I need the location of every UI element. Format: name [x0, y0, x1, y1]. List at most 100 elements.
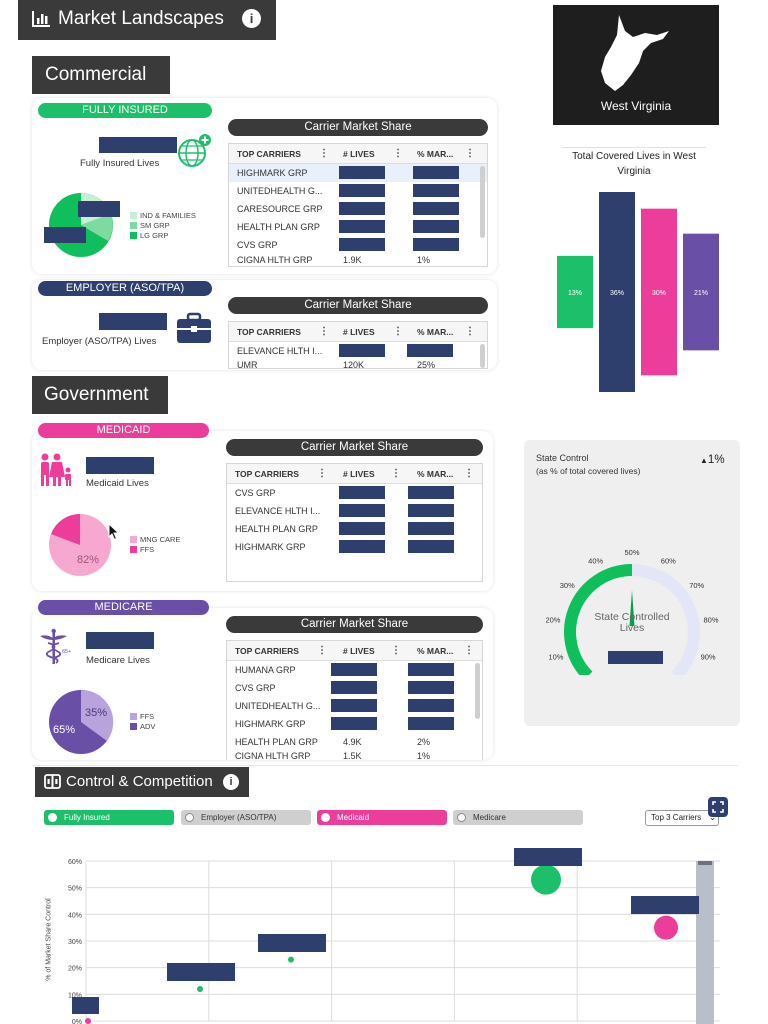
gauge-tick-label: 60%: [661, 557, 676, 566]
medicare-pie-label: 65%: [53, 724, 76, 736]
column-menu-icon[interactable]: ⋮: [317, 468, 327, 479]
tab-medicare[interactable]: Medicare: [453, 810, 583, 825]
column-menu-icon[interactable]: ⋮: [319, 148, 329, 159]
commercial-heading: Commercial: [32, 56, 170, 94]
table-row[interactable]: ELEVANCE HLTH I...: [227, 502, 482, 520]
lives-bar[interactable]: [557, 255, 593, 329]
column-menu-icon[interactable]: ⋮: [465, 326, 475, 337]
table-row[interactable]: ELEVANCE HLTH I...: [229, 342, 487, 360]
table-scrollbar[interactable]: [480, 344, 485, 368]
briefcase-icon: [177, 312, 211, 343]
table-row[interactable]: UNITEDHEALTH G...: [227, 697, 482, 715]
scatter-point[interactable]: [85, 1018, 91, 1024]
range-slider[interactable]: [696, 861, 714, 1024]
y-tick-label: 60%: [68, 859, 82, 866]
column-menu-icon[interactable]: ⋮: [465, 148, 475, 159]
expand-button[interactable]: [708, 797, 728, 817]
point-label-redacted: [72, 997, 99, 1014]
table-scrollbar[interactable]: [475, 663, 480, 719]
column-menu-icon[interactable]: ⋮: [464, 645, 474, 656]
column-header[interactable]: # LIVES: [343, 646, 375, 656]
chevron-down-icon: ⌄: [709, 813, 716, 822]
state-control-card: [524, 440, 740, 726]
y-tick-label: 20%: [68, 966, 82, 973]
column-menu-icon[interactable]: ⋮: [391, 645, 401, 656]
column-menu-icon[interactable]: ⋮: [391, 468, 401, 479]
table-row[interactable]: UNITEDHEALTH G...: [229, 182, 487, 200]
control-heading: Control & Competition i: [35, 767, 249, 797]
medicare-legend: FFS ADV: [130, 712, 155, 732]
table-row[interactable]: HIGHMARK GRP: [227, 715, 482, 733]
table-row[interactable]: CIGNA HLTH GRP 1.9K 1%: [237, 255, 431, 265]
medicaid-pie-label: 82%: [77, 554, 100, 566]
column-header[interactable]: TOP CARRIERS: [235, 646, 299, 656]
column-menu-icon[interactable]: ⋮: [317, 645, 327, 656]
medicare-pie-label: 35%: [85, 707, 108, 719]
info-icon[interactable]: i: [242, 9, 261, 28]
legend-item: LG GRP: [130, 231, 196, 241]
table-row[interactable]: HEALTH PLAN GRP: [227, 520, 482, 538]
column-header[interactable]: % MAR...: [417, 149, 454, 159]
control-title: Control & Competition: [66, 773, 213, 790]
table-row[interactable]: HUMANA GRP: [227, 661, 482, 679]
column-header[interactable]: # LIVES: [343, 149, 375, 159]
column-header[interactable]: % MAR...: [417, 469, 454, 479]
gauge-tick-label: 40%: [588, 557, 603, 566]
toggle-dot-icon: [48, 813, 57, 822]
column-menu-icon[interactable]: ⋮: [464, 468, 474, 479]
info-icon[interactable]: i: [223, 774, 239, 790]
gauge-tick-label: 90%: [701, 653, 716, 662]
section-divider: [32, 765, 738, 766]
fully-insured-lives-label: Fully Insured Lives: [80, 158, 160, 169]
column-header[interactable]: TOP CARRIERS: [237, 327, 301, 337]
state-map-shape: [601, 15, 669, 91]
table-row[interactable]: CARESOURCE GRP: [229, 200, 487, 218]
up-arrow-icon: ▲: [700, 456, 708, 465]
table-row[interactable]: CVS GRP: [227, 679, 482, 697]
legend-item: IND & FAMILIES: [130, 211, 196, 221]
column-header[interactable]: TOP CARRIERS: [235, 469, 299, 479]
family-icon: [41, 453, 71, 486]
point-label-redacted: [631, 896, 699, 914]
lives-bar[interactable]: [599, 192, 635, 392]
pie-redacted-label: [44, 227, 86, 243]
scatter-point[interactable]: [654, 915, 678, 940]
carriers-dropdown[interactable]: Top 3 Carriers ⌄: [645, 810, 719, 826]
table-row[interactable]: CVS GRP: [229, 236, 487, 254]
table-row[interactable]: CVS GRP: [227, 484, 482, 502]
table-row[interactable]: HEALTH PLAN GRP: [229, 218, 487, 236]
column-header[interactable]: # LIVES: [343, 469, 375, 479]
scatter-point[interactable]: [531, 864, 561, 895]
table-row[interactable]: CIGNA HLTH GRP 1.5K 1%: [235, 751, 431, 760]
column-header[interactable]: % MAR...: [417, 327, 454, 337]
state-control-gauge: 0%10%20%30%40%50%60%70%80%90%100%: [545, 548, 719, 675]
table-row[interactable]: HIGHMARK GRP: [229, 164, 487, 182]
tab-employer[interactable]: Employer (ASO/TPA): [181, 810, 311, 825]
lives-bar[interactable]: [683, 233, 719, 351]
carrier-table: TOP CARRIERS ⋮ # LIVES ⋮ % MAR... ⋮ ELEVANC…: [228, 321, 488, 369]
gauge-tick-label: 20%: [545, 615, 560, 624]
column-menu-icon[interactable]: ⋮: [393, 148, 403, 159]
column-menu-icon[interactable]: ⋮: [319, 326, 329, 337]
y-axis-label: % of Market Share Control: [45, 898, 53, 981]
table-row[interactable]: HEALTH PLAN GRP 4.9K 2%: [235, 737, 431, 747]
y-tick-label: 30%: [68, 939, 82, 946]
caduceus-icon: 65+: [40, 628, 71, 664]
column-header[interactable]: # LIVES: [343, 327, 375, 337]
employer-lives-label: Employer (ASO/TPA) Lives: [42, 336, 157, 347]
medicaid-lives-value: [86, 457, 154, 474]
scatter-point[interactable]: [197, 986, 203, 992]
mouse-cursor-icon: [108, 523, 120, 541]
column-header[interactable]: % MAR...: [417, 646, 454, 656]
lives-bar[interactable]: [641, 208, 677, 376]
table-scrollbar[interactable]: [480, 166, 485, 238]
column-menu-icon[interactable]: ⋮: [393, 326, 403, 337]
table-row[interactable]: UMR 120K 25%: [237, 360, 436, 369]
expand-icon: [712, 801, 724, 813]
tab-fully-insured[interactable]: Fully Insured: [44, 810, 174, 825]
column-header[interactable]: TOP CARRIERS: [237, 149, 301, 159]
slider-handle[interactable]: [698, 861, 712, 865]
table-row[interactable]: HIGHMARK GRP: [227, 538, 482, 556]
scatter-point[interactable]: [288, 956, 294, 963]
tab-medicaid[interactable]: Medicaid: [317, 810, 447, 825]
